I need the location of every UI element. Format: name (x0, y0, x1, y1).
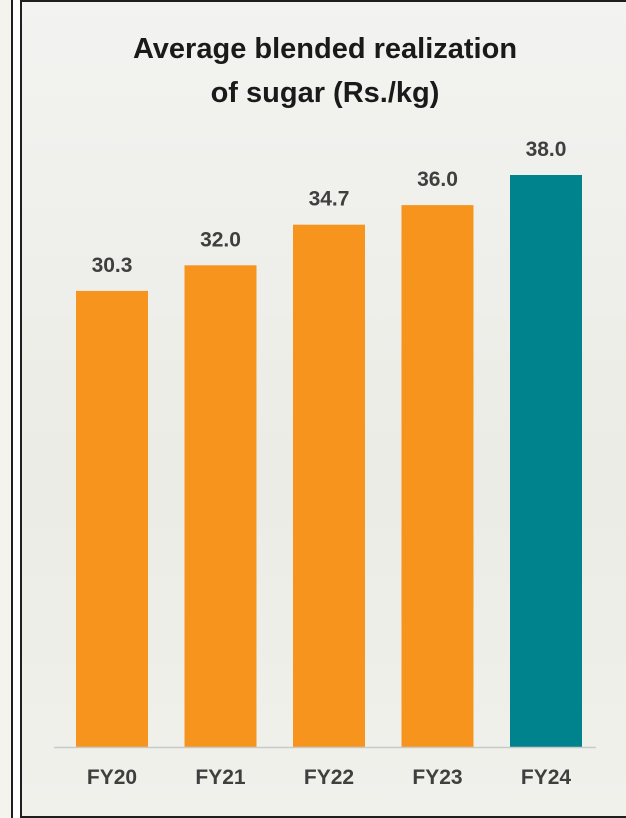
bar-chart: 30.3 FY20 32.0 FY21 34.7 FY22 36.0 FY23 38.0 FY24 (54, 138, 596, 789)
x-tick-label-fy24: FY24 (521, 766, 572, 789)
value-label-fy24: 38.0 (526, 138, 567, 161)
bar-fy24 (510, 175, 582, 747)
x-tick-label-fy20: FY20 (87, 766, 137, 789)
chart-title-line-1: Average blended realization (132, 33, 518, 65)
chart-title-line-2: of sugar (Rs./kg) (210, 77, 440, 109)
value-label-fy22: 34.7 (309, 188, 350, 211)
x-tick-label-fy22: FY22 (304, 766, 354, 789)
bar-fy23 (401, 205, 474, 747)
x-tick-label-fy21: FY21 (195, 766, 246, 789)
adjacent-panel-edge (0, 0, 13, 818)
bar-fy22 (293, 224, 365, 747)
x-tick-label-fy23: FY23 (412, 766, 462, 789)
chart-panel: Average blended realization of sugar (Rs… (20, 0, 626, 818)
bar-fy20 (76, 290, 148, 747)
value-label-fy23: 36.0 (417, 168, 458, 191)
value-label-fy20: 30.3 (92, 254, 133, 277)
bar-fy21 (184, 265, 257, 747)
value-label-fy21: 32.0 (200, 228, 241, 251)
